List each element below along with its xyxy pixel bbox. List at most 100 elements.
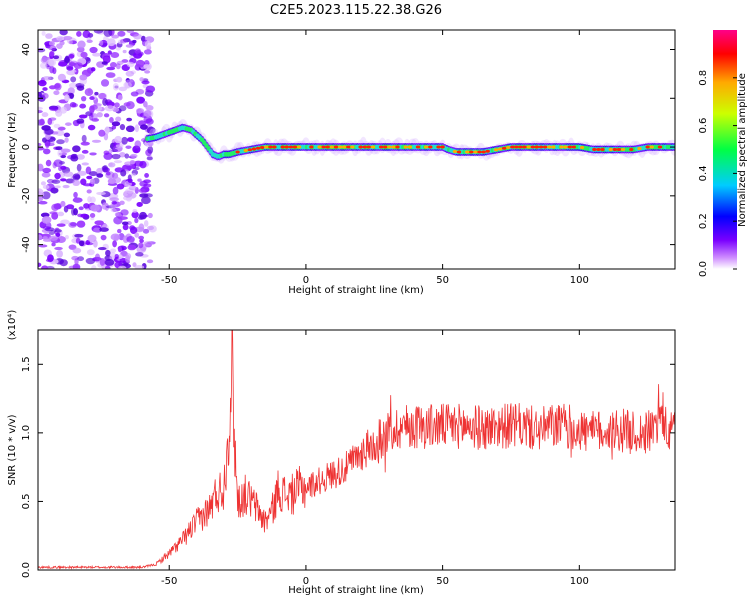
- noise-blob: [134, 217, 139, 224]
- noise-blob: [103, 113, 110, 118]
- noise-blob: [143, 241, 153, 246]
- noise-blob: [109, 117, 114, 123]
- ridge-hotspot: [255, 146, 261, 150]
- noise-blob: [125, 254, 131, 263]
- noise-blob: [145, 118, 154, 125]
- noise-blob: [115, 63, 121, 70]
- noise-blob: [136, 108, 145, 114]
- noise-blob: [139, 77, 144, 82]
- ridge-hotspot: [649, 145, 654, 149]
- noise-blob: [144, 173, 149, 178]
- noise-blob: [54, 246, 63, 251]
- ridge-hotspot: [551, 145, 556, 149]
- ridge-hotspot: [506, 146, 511, 150]
- noise-blob: [114, 135, 122, 144]
- noise-blob: [42, 76, 52, 81]
- noise-blob: [38, 142, 42, 147]
- ridge-hotspot: [337, 145, 343, 149]
- noise-blob: [57, 61, 68, 67]
- noise-blob: [133, 160, 144, 167]
- noise-blob: [90, 217, 95, 221]
- noise-blob: [147, 225, 154, 231]
- noise-blob: [126, 235, 135, 243]
- noise-blob: [146, 259, 154, 264]
- noise-blob: [126, 30, 134, 34]
- noise-blob: [109, 248, 117, 253]
- noise-blob: [98, 92, 107, 100]
- noise-blob: [111, 176, 122, 184]
- noise-blob: [76, 31, 82, 37]
- ridge-hotspot: [259, 146, 265, 150]
- noise-blob: [38, 234, 43, 241]
- noise-blob: [92, 52, 101, 57]
- noise-blob: [76, 154, 85, 160]
- noise-blob: [45, 159, 52, 167]
- ridge-hotspot: [518, 145, 523, 149]
- noise-blob: [102, 165, 109, 173]
- noise-blob: [49, 50, 55, 57]
- noise-blob: [70, 155, 79, 162]
- noise-blob: [99, 40, 104, 46]
- y-tick-label: -20: [21, 188, 32, 204]
- noise-blob: [83, 203, 90, 209]
- noise-blob: [55, 130, 65, 136]
- noise-blob: [108, 162, 116, 168]
- ridge-hotspot: [608, 148, 613, 151]
- noise-blob: [139, 238, 144, 244]
- colorbar-tick-label: 0.6: [698, 118, 709, 134]
- ridge-hotspot: [473, 150, 478, 154]
- ridge-hotspot: [415, 145, 421, 149]
- noise-blob: [132, 208, 138, 213]
- spectrogram-frame: [37, 29, 676, 270]
- x-tick-label: 50: [436, 576, 449, 587]
- noise-blob: [143, 220, 149, 227]
- noise-blob: [42, 236, 48, 240]
- y-tick-label: 0: [21, 144, 32, 150]
- noise-blob: [54, 83, 61, 89]
- ridge-hotspot: [485, 149, 490, 153]
- noise-blob: [51, 242, 56, 247]
- y-tick-label: -40: [21, 236, 32, 252]
- noise-blob: [131, 211, 139, 219]
- noise-blob: [144, 40, 151, 49]
- noise-blob: [51, 203, 59, 212]
- noise-blob: [52, 55, 60, 60]
- noise-blob: [40, 181, 46, 186]
- noise-blob: [54, 185, 61, 189]
- noise-blob: [109, 197, 120, 202]
- noise-blob: [42, 226, 52, 230]
- noise-blob: [111, 121, 121, 127]
- y-tick-label: 0.5: [21, 493, 32, 509]
- noise-blob: [103, 30, 113, 37]
- noise-blob: [38, 191, 45, 198]
- colorbar: 0.0 0.2 0.4 0.6 0.8 Normalized spectral ampl…: [698, 30, 748, 277]
- noise-blob: [147, 212, 153, 219]
- noise-blob: [115, 144, 124, 148]
- noise-blob: [38, 196, 44, 202]
- noise-blob: [145, 85, 156, 93]
- noise-blob: [111, 34, 120, 39]
- noise-blob: [65, 178, 75, 184]
- noise-blob: [85, 242, 94, 246]
- noise-blob: [100, 79, 110, 87]
- ridge-hotspot: [510, 145, 515, 149]
- noise-blob: [143, 100, 148, 108]
- noise-blob: [144, 70, 151, 74]
- noise-blob: [114, 212, 120, 217]
- ridge-hotspot: [493, 148, 499, 152]
- noise-blob: [138, 242, 144, 249]
- noise-blob: [49, 106, 59, 112]
- noise-blob: [101, 202, 109, 210]
- noise-blob: [135, 252, 144, 257]
- noise-blob: [87, 124, 96, 131]
- spectrogram-x-ticks: -50 0 50 100: [161, 30, 589, 286]
- noise-blob: [84, 88, 94, 97]
- noise-blob: [146, 126, 156, 134]
- noise-blob: [114, 102, 120, 108]
- colorbar-tick-label: 0.8: [698, 70, 709, 86]
- ridge-hotspot: [387, 145, 392, 149]
- noise-blob: [104, 126, 110, 135]
- noise-blob: [74, 257, 79, 266]
- noise-blob: [95, 253, 100, 260]
- x-tick-label: 50: [436, 275, 449, 286]
